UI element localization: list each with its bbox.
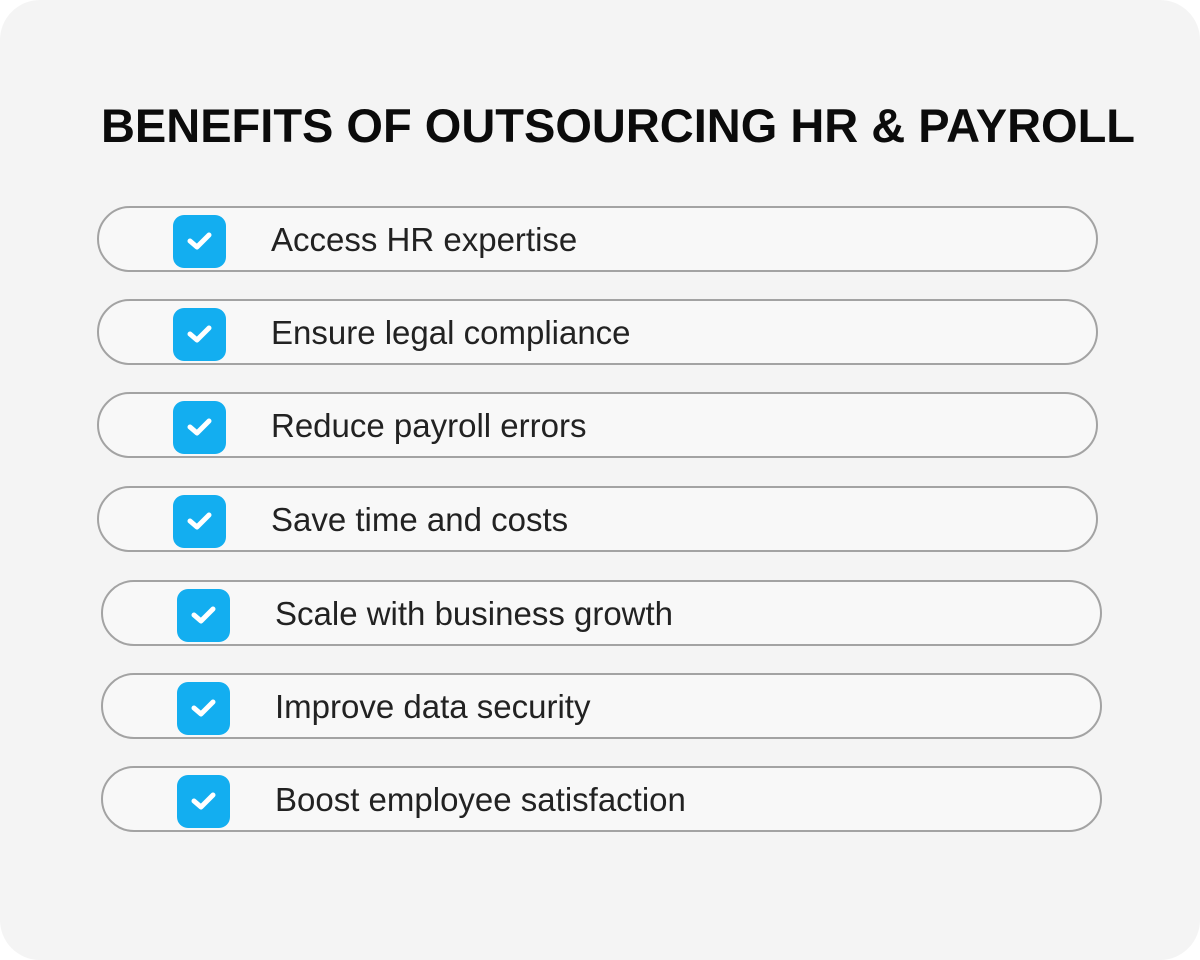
checkbox-checked-icon xyxy=(173,215,226,268)
benefit-item: Ensure legal compliance xyxy=(97,299,1098,365)
benefit-label: Improve data security xyxy=(275,688,591,725)
benefit-label: Reduce payroll errors xyxy=(271,407,587,444)
benefit-label: Save time and costs xyxy=(271,501,569,538)
checkbox-checked-icon xyxy=(173,401,226,454)
benefit-item: Access HR expertise xyxy=(97,206,1098,272)
checkbox-checked-icon xyxy=(177,589,230,642)
checkbox-checked-icon xyxy=(173,308,226,361)
benefit-label: Scale with business growth xyxy=(275,595,674,632)
checkbox-checked-icon xyxy=(173,495,226,548)
page-title: BENEFITS OF OUTSOURCING HR & PAYROLL xyxy=(100,99,1136,152)
benefit-label: Boost employee satisfaction xyxy=(275,781,686,818)
benefit-label: Access HR expertise xyxy=(271,221,578,258)
benefit-item: Save time and costs xyxy=(97,486,1098,552)
benefit-item: Boost employee satisfaction xyxy=(101,766,1102,832)
checkbox-checked-icon xyxy=(177,682,230,735)
benefit-label: Ensure legal compliance xyxy=(271,314,631,351)
benefit-item: Improve data security xyxy=(101,673,1102,739)
checkbox-checked-icon xyxy=(177,775,230,828)
benefit-item: Reduce payroll errors xyxy=(97,392,1098,458)
benefit-item: Scale with business growth xyxy=(101,580,1102,646)
